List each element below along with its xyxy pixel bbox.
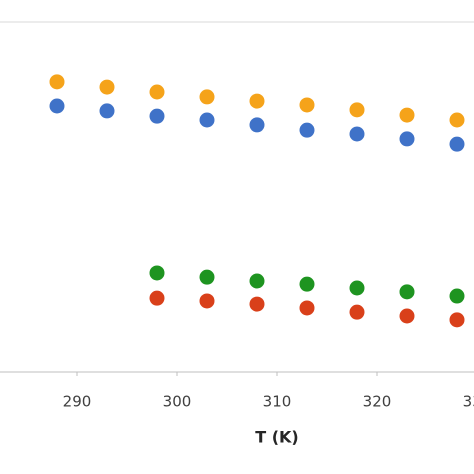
x-tick-label: 300 — [163, 393, 192, 411]
x-axis-title: T (K) — [255, 428, 299, 447]
point — [299, 300, 315, 316]
point — [149, 84, 165, 100]
point — [49, 74, 65, 90]
point — [299, 276, 315, 292]
point — [249, 273, 265, 289]
point — [199, 112, 215, 128]
point — [349, 280, 365, 296]
point — [399, 131, 415, 147]
point — [199, 269, 215, 285]
point — [299, 97, 315, 113]
point — [249, 117, 265, 133]
point — [99, 103, 115, 119]
point — [399, 308, 415, 324]
point — [449, 312, 465, 328]
point — [299, 122, 315, 138]
point — [249, 93, 265, 109]
x-tick-label: 330 — [463, 393, 474, 411]
point — [49, 98, 65, 114]
point — [149, 265, 165, 281]
point — [149, 290, 165, 306]
point — [449, 136, 465, 152]
point — [199, 293, 215, 309]
point — [199, 89, 215, 105]
point — [399, 107, 415, 123]
point — [449, 288, 465, 304]
point — [349, 102, 365, 118]
point — [349, 126, 365, 142]
point — [349, 304, 365, 320]
point — [399, 284, 415, 300]
point — [249, 296, 265, 312]
x-tick-label: 310 — [263, 393, 292, 411]
point — [99, 79, 115, 95]
x-tick-label: 320 — [363, 393, 392, 411]
point — [449, 112, 465, 128]
x-tick-label: 290 — [63, 393, 92, 411]
point — [149, 108, 165, 124]
